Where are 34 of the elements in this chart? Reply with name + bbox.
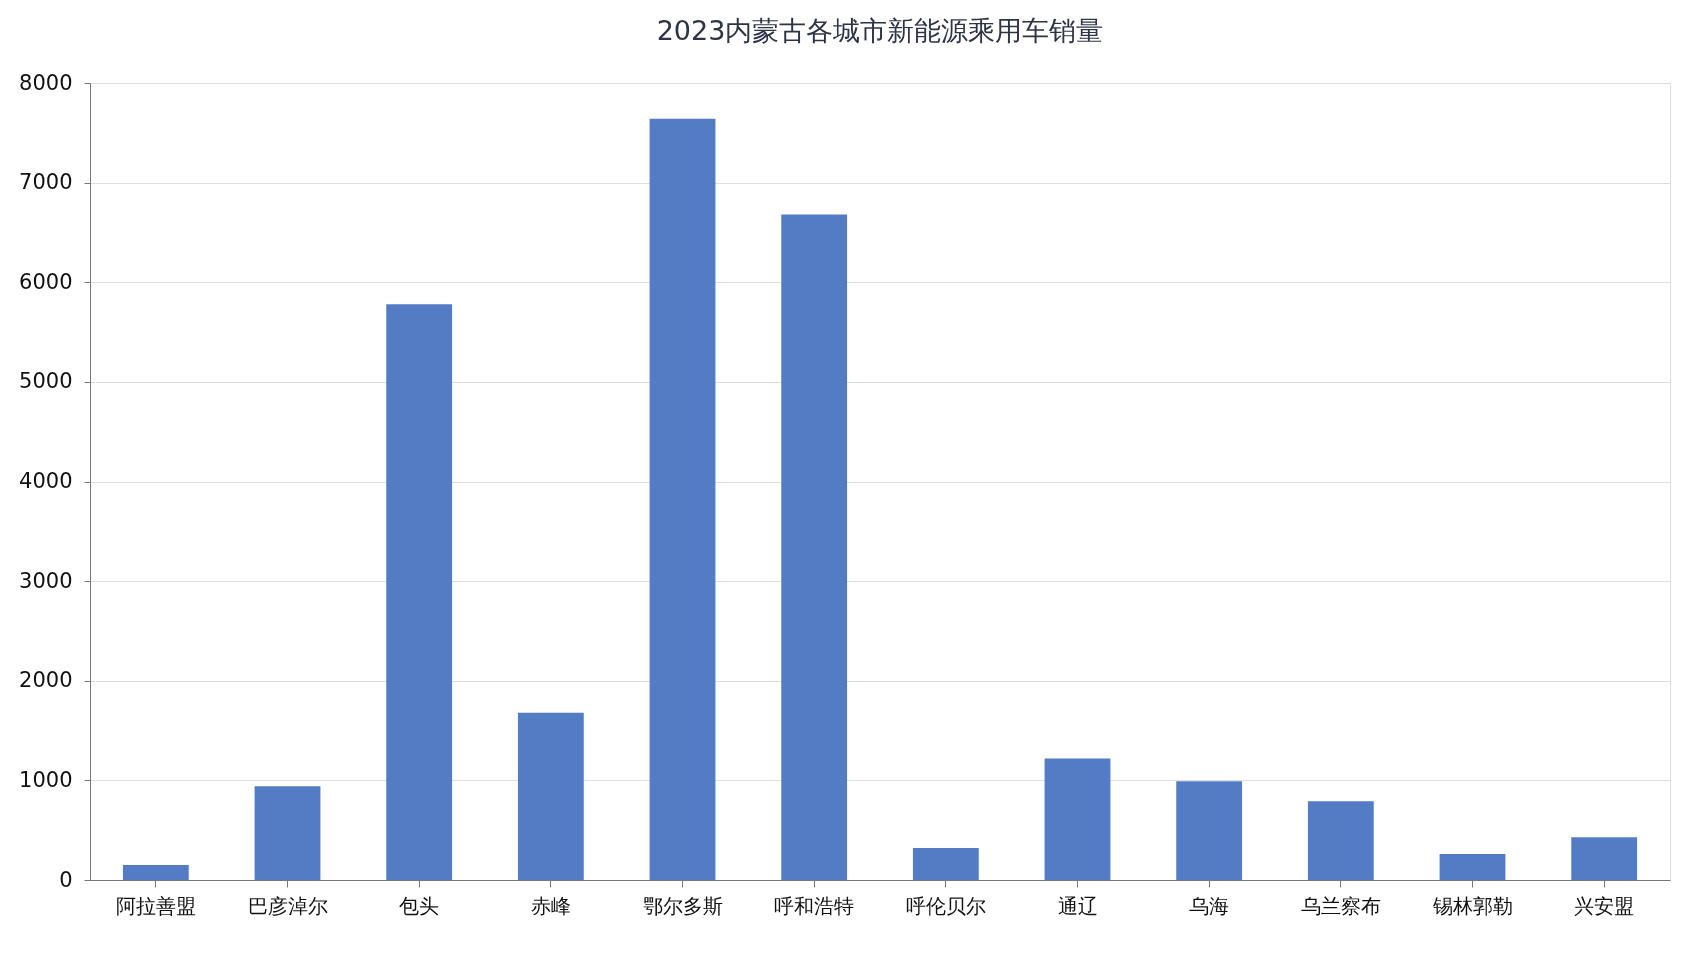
x-tick-label: 呼伦贝尔 (905, 893, 986, 918)
bar (1571, 837, 1638, 880)
y-tick-label: 2000 (19, 668, 73, 693)
x-tick-label: 通辽 (1057, 893, 1098, 918)
x-tick-label: 巴彦淖尔 (247, 893, 328, 918)
y-tick-label: 0 (59, 867, 73, 892)
bar (386, 304, 453, 880)
y-tick-label: 5000 (19, 369, 73, 394)
bar (254, 786, 321, 880)
bar (517, 712, 584, 880)
x-tick-label: 锡林郭勒 (1431, 893, 1513, 918)
y-tick-label: 6000 (19, 269, 73, 294)
x-tick-label: 包头 (399, 893, 440, 918)
bar (912, 848, 979, 880)
bar (122, 865, 189, 880)
x-tick-label: 兴安盟 (1574, 893, 1635, 918)
x-tick-label: 阿拉善盟 (115, 893, 196, 918)
x-tick-label: 鄂尔多斯 (642, 893, 723, 918)
bar (1307, 801, 1374, 880)
y-tick-label: 8000 (19, 70, 73, 95)
x-tick-label: 乌兰察布 (1300, 893, 1381, 918)
y-tick-label: 4000 (19, 469, 73, 493)
bar (1044, 758, 1111, 880)
y-tick-label: 7000 (19, 170, 73, 195)
y-tick-label: 1000 (19, 767, 73, 792)
bar (781, 214, 848, 880)
x-tick-label: 乌海 (1189, 893, 1230, 918)
bar (1176, 781, 1243, 880)
bar (1439, 854, 1506, 880)
x-tick-label: 呼和浩特 (774, 893, 855, 918)
bar (649, 118, 716, 880)
x-tick-label: 赤峰 (530, 893, 571, 918)
chart-title: 2023内蒙古各城市新能源乘用车销量 (656, 15, 1104, 46)
y-tick-label: 3000 (19, 568, 73, 593)
